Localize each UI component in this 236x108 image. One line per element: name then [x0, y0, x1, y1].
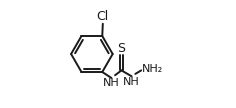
Text: NH: NH [103, 78, 120, 88]
Text: Cl: Cl [97, 10, 109, 23]
Text: NH₂: NH₂ [142, 64, 163, 74]
Text: NH: NH [123, 77, 140, 87]
Text: S: S [118, 42, 126, 55]
